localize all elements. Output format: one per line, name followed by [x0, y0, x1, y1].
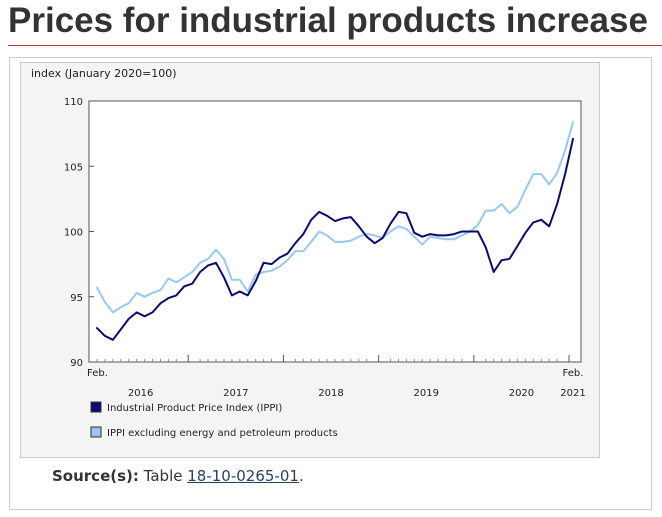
- chart-frame: index (January 2020=100) 90 95 100 105 110 F…: [20, 62, 600, 458]
- y-axis: 90 95 100 105 110: [64, 97, 94, 369]
- x-tick-label: Feb.: [563, 368, 584, 379]
- source-label: Source(s):: [52, 467, 139, 485]
- x-tick-label: Feb.: [87, 368, 108, 379]
- legend-swatch-1: [90, 426, 102, 438]
- legend-swatch-0: [90, 401, 102, 413]
- x-tick-label: 2016: [128, 388, 153, 399]
- series-layer: [96, 120, 574, 341]
- source-period: .: [298, 467, 304, 485]
- x-tick-label: 2019: [414, 388, 439, 399]
- page-title: Prices for industrial products increase: [8, 1, 648, 40]
- y-tick-label: 110: [64, 97, 83, 108]
- series-line-0: [96, 137, 574, 341]
- y-tick-label: 90: [70, 358, 83, 369]
- y-tick-label: 95: [70, 293, 83, 304]
- legend: Industrial Product Price Index (IPPI) IPP…: [90, 401, 338, 439]
- x-tick-label: 2020: [509, 388, 534, 399]
- line-chart: index (January 2020=100) 90 95 100 105 110 F…: [31, 67, 586, 439]
- series-line-1: [96, 120, 574, 314]
- source-note: Source(s): Table 18-10-0265-01.: [52, 467, 304, 485]
- x-tick-label: 2017: [223, 388, 248, 399]
- source-text: Table: [143, 467, 183, 485]
- x-tick-label: 2021: [560, 388, 585, 399]
- title-divider: [8, 45, 662, 46]
- x-tick-label: 2018: [318, 388, 343, 399]
- y-tick-label: 100: [64, 228, 83, 239]
- y-axis-label: index (January 2020=100): [31, 67, 177, 80]
- y-tick-label: 105: [64, 162, 83, 173]
- source-table-link[interactable]: 18-10-0265-01: [187, 467, 299, 485]
- plot-area: [88, 100, 582, 363]
- x-axis: Feb. 2016 2017 2018 2019 2020 Feb. 2021: [87, 355, 586, 399]
- legend-label-0: Industrial Product Price Index (IPPI): [107, 403, 282, 414]
- chart-figure: index (January 2020=100) 90 95 100 105 110 F…: [9, 57, 652, 510]
- legend-label-1: IPPI excluding energy and petroleum prod…: [107, 428, 338, 439]
